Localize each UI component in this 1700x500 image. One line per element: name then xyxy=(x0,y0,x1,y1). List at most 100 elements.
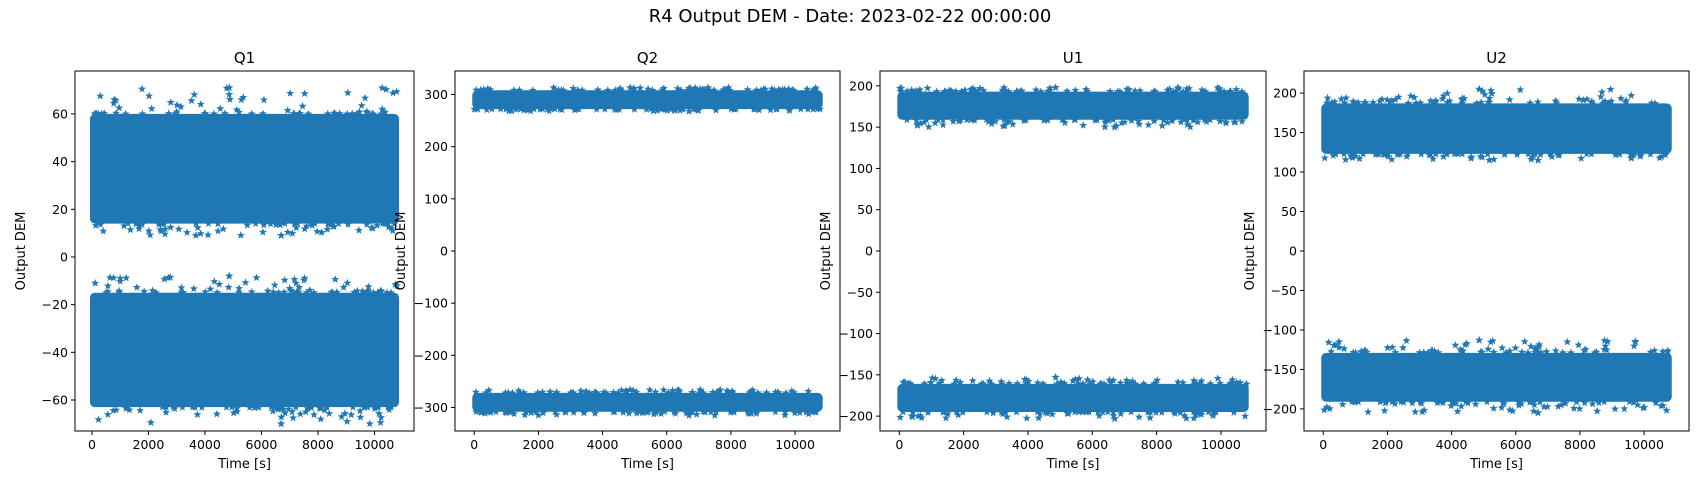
scatter-point xyxy=(1442,150,1451,158)
scatter-point xyxy=(1378,95,1386,103)
scatter-point xyxy=(1482,397,1491,406)
scatter-point xyxy=(1626,150,1635,159)
scatter-point xyxy=(514,386,523,395)
x-tick-label: 0 xyxy=(470,437,478,452)
scatter-point xyxy=(313,227,322,235)
scatter-point xyxy=(576,386,585,395)
scatter-point xyxy=(1176,408,1185,417)
scatter-point xyxy=(657,105,666,113)
scatter-point xyxy=(1005,379,1014,387)
scatter-point xyxy=(525,105,534,113)
scatter-point xyxy=(284,404,293,413)
scatter-point xyxy=(802,408,811,416)
scatter-point xyxy=(1150,116,1159,125)
scatter-point xyxy=(1485,98,1494,106)
x-tick-label: 4000 xyxy=(1436,437,1468,452)
scatter-point xyxy=(204,219,213,227)
scatter-point xyxy=(1182,87,1191,95)
scatter-point xyxy=(91,279,100,287)
scatter-point xyxy=(1429,154,1438,163)
scatter-band-1 xyxy=(1320,84,1672,164)
scatter-point xyxy=(649,106,658,115)
scatter-band-core xyxy=(1321,352,1672,402)
scatter-point xyxy=(1601,97,1610,106)
scatter-point xyxy=(1071,115,1080,124)
y-tick-label: −40 xyxy=(42,345,68,360)
scatter-point xyxy=(1071,86,1080,94)
scatter-point xyxy=(1485,156,1494,164)
scatter-point xyxy=(1582,149,1591,158)
scatter-point xyxy=(1241,412,1250,420)
scatter-point xyxy=(343,88,352,97)
scatter-point xyxy=(1189,116,1198,124)
y-axis-label: Output DEM xyxy=(394,212,409,291)
scatter-point xyxy=(617,386,626,394)
scatter-point xyxy=(109,273,118,282)
scatter-point xyxy=(1499,397,1507,406)
scatter-point xyxy=(1458,94,1467,102)
x-tick-label: 6000 xyxy=(1076,437,1108,452)
scatter-point xyxy=(1524,348,1532,357)
scatter-point xyxy=(357,101,366,109)
scatter-point xyxy=(1379,149,1388,158)
scatter-point xyxy=(982,407,991,416)
scatter-point xyxy=(190,90,199,99)
scatter-point xyxy=(276,419,286,428)
scatter-point xyxy=(344,220,352,228)
scatter-point xyxy=(1169,87,1178,95)
scatter-point xyxy=(1478,152,1487,161)
scatter-point xyxy=(1478,86,1487,95)
scatter-point xyxy=(1083,87,1092,95)
scatter-point xyxy=(1560,397,1569,406)
scatter-point xyxy=(362,108,371,117)
scatter-point xyxy=(803,84,812,93)
scatter-point xyxy=(235,107,244,116)
scatter-point xyxy=(984,117,993,126)
scatter-point xyxy=(625,409,633,417)
scatter-point xyxy=(377,109,386,118)
y-tick-label: 100 xyxy=(1273,165,1297,180)
scatter-point xyxy=(1471,400,1480,408)
scatter-point xyxy=(1340,344,1349,353)
scatter-point xyxy=(204,230,212,239)
scatter-point xyxy=(193,410,202,418)
scatter-point xyxy=(259,220,268,229)
scatter-point xyxy=(323,403,331,411)
scatter-point xyxy=(1320,405,1329,414)
scatter-point xyxy=(316,415,325,423)
scatter-point xyxy=(788,85,797,94)
scatter-point xyxy=(748,386,757,394)
scatter-point xyxy=(281,408,289,417)
x-tick-label: 2000 xyxy=(1372,437,1404,452)
scatter-point xyxy=(295,283,304,291)
scatter-point xyxy=(573,86,582,94)
scatter-point xyxy=(1579,96,1588,104)
scatter-point xyxy=(1376,96,1384,105)
scatter-point xyxy=(263,286,272,295)
scatter-point xyxy=(1354,397,1363,406)
scatter-point xyxy=(935,379,944,388)
scatter-point xyxy=(693,86,702,94)
scatter-point xyxy=(1606,85,1615,93)
y-tick-label: 300 xyxy=(424,87,448,102)
scatter-point xyxy=(213,288,222,296)
scatter-point xyxy=(1185,84,1194,92)
scatter-point xyxy=(1348,153,1357,162)
y-tick-label: 40 xyxy=(52,154,68,169)
scatter-point xyxy=(1078,407,1087,416)
scatter-band-core xyxy=(472,392,823,412)
scatter-point xyxy=(1063,409,1072,417)
scatter-point xyxy=(709,86,718,94)
scatter-point xyxy=(722,85,731,94)
scatter-point xyxy=(201,109,210,118)
scatter-point xyxy=(501,407,510,416)
scatter-point xyxy=(1554,151,1563,159)
scatter-point xyxy=(1627,91,1636,99)
scatter-point xyxy=(1570,404,1578,412)
scatter-point xyxy=(924,122,933,131)
scatter-band-core xyxy=(897,91,1249,120)
scatter-point xyxy=(292,279,300,287)
scatter-point xyxy=(603,86,612,94)
scatter-point xyxy=(1448,398,1457,406)
scatter-point xyxy=(96,220,105,228)
